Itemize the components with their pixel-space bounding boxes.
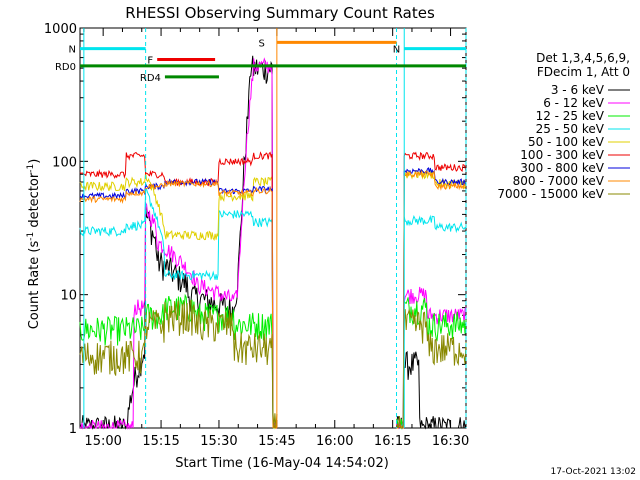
timestamp-annotation: 17-Oct-2021 13:02 [551,467,636,477]
flag-label: N [69,45,76,56]
x-tick-label: 15:15 [142,434,179,449]
y-tick-label: 100 [52,155,77,170]
y-axis-label: Count Rate (s-1 detector-1) [26,159,42,330]
legend: Det 1,3,4,5,6,9, FDecim 1, Att 0 3 - 6 k… [497,51,630,201]
x-ticks: 15:00 15:15 15:30 15:45 16:00 16:15 16:30 [83,28,469,449]
svg-text:Count Rate (s-1 detector-1): Count Rate (s-1 detector-1) [26,159,42,330]
y-tick-label: 10 [60,289,77,304]
legend-label: 7000 - 15000 keV [497,187,604,201]
series-line-5 [79,151,467,429]
chart-title: RHESSI Observing Summary Count Rates [125,4,435,22]
x-tick-label: 16:15 [374,434,411,449]
legend-label: 50 - 100 keV [528,135,605,149]
flag-label: RD0 [55,62,76,73]
legend-label: 300 - 800 keV [520,161,604,175]
series-line-2 [79,293,467,430]
plot-area: 1 10 100 1000 15:00 15:15 15:30 15:45 16:00 16:15… [44,22,469,449]
y-ticks: 1 10 100 1000 [44,22,466,437]
legend-label: 800 - 7000 keV [513,174,605,188]
series-traces [79,55,467,430]
series-line-7 [79,169,467,430]
legend-label: 6 - 12 keV [543,96,605,110]
x-axis-label: Start Time (16-May-04 14:54:02) [175,456,389,471]
event-markers [83,28,467,428]
legend-label: 25 - 50 keV [536,122,605,136]
x-tick-label: 15:30 [200,434,237,449]
x-tick-label: 16:30 [432,434,469,449]
legend-label: 100 - 300 keV [520,148,604,162]
series-line-0 [79,55,467,430]
flag-bars: N N F RD0 RD4 S [55,38,466,84]
x-tick-label: 15:45 [258,434,295,449]
series-line-8 [79,299,467,429]
flag-label: RD4 [140,73,161,84]
y-tick-label: 1000 [44,22,77,37]
x-tick-label: 15:00 [84,434,121,449]
legend-label: 3 - 6 keV [551,83,605,97]
legend-label: 12 - 25 keV [536,109,605,123]
y-tick-label: 1 [69,422,77,437]
flag-label: N [393,45,400,56]
flag-label: S [259,38,265,49]
flag-label: F [147,56,153,67]
series-line-3 [79,188,467,430]
legend-header-line-1: Det 1,3,4,5,6,9, [536,51,630,65]
legend-header-line-2: FDecim 1, Att 0 [537,65,630,79]
x-tick-label: 16:00 [316,434,353,449]
